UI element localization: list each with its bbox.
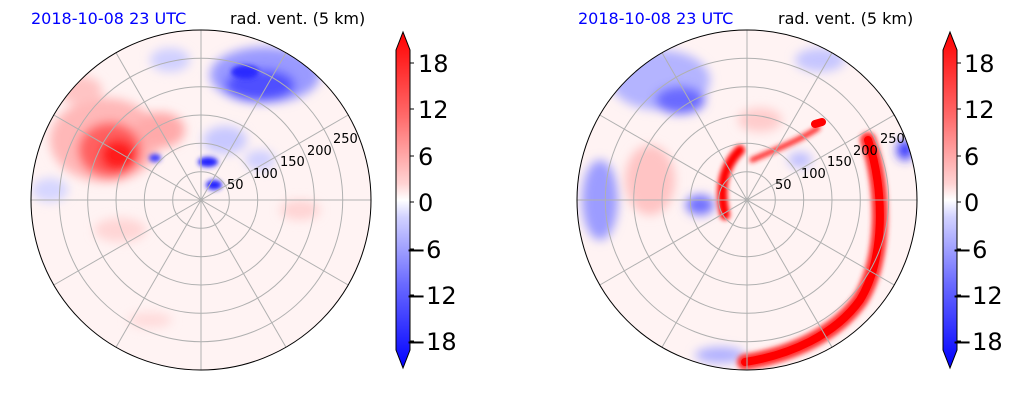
panel-right: 2018-10-08 23 UTC rad. vent. (5 km)	[576, 9, 1003, 371]
right-rlabel-100: 100	[801, 167, 826, 182]
left-cb-tick-6: 6	[418, 143, 433, 171]
right-title-variable: rad. vent. (5 km)	[778, 9, 913, 28]
right-colorbar: 18 12 6 0 −6 −12 −18	[942, 30, 1003, 370]
right-rlabel-150: 150	[827, 155, 852, 170]
right-title-time: 2018-10-08 23 UTC	[578, 9, 733, 28]
left-field-negative	[32, 47, 320, 202]
left-cb-tick-0: 0	[418, 189, 433, 217]
right-rlabel-50: 50	[775, 178, 792, 193]
left-cb-tick-neg12: −12	[406, 282, 457, 310]
left-rlabel-200: 200	[307, 144, 332, 159]
left-rlabel-250: 250	[333, 132, 358, 147]
right-field	[577, 30, 917, 370]
left-rlabel-150: 150	[280, 155, 305, 170]
right-cb-tick-12: 12	[964, 96, 995, 124]
left-field	[31, 30, 371, 370]
left-cb-tick-12: 12	[418, 96, 449, 124]
right-cb-tick-6: 6	[964, 143, 979, 171]
panel-left: 2018-10-08 23 UTC rad. vent. (5 km)	[30, 9, 457, 371]
left-title-time: 2018-10-08 23 UTC	[31, 9, 186, 28]
left-cb-tick-neg18: −18	[406, 328, 457, 356]
left-radial-labels: 50 100 150 200 250	[227, 132, 358, 193]
left-field-cells	[149, 65, 259, 190]
right-cb-tick-neg18: −18	[952, 328, 1003, 356]
left-plot-boundary	[30, 29, 372, 371]
right-cb-tick-18: 18	[964, 50, 995, 78]
left-rlabel-50: 50	[227, 178, 244, 193]
right-grid	[577, 30, 917, 370]
right-cb-tick-0: 0	[964, 189, 979, 217]
right-radial-labels: 50 100 150 200 250	[775, 132, 905, 193]
left-colorbar: 18 12 6 0 −6 −12 −18	[395, 30, 457, 370]
right-rlabel-200: 200	[853, 144, 878, 159]
left-cb-tick-neg6: −6	[406, 236, 441, 264]
right-cb-tick-neg6: −6	[952, 236, 987, 264]
right-cb-tick-neg12: −12	[952, 282, 1003, 310]
left-title-variable: rad. vent. (5 km)	[230, 9, 365, 28]
right-plot-boundary	[576, 29, 918, 371]
left-grid	[31, 30, 371, 370]
left-rlabel-100: 100	[253, 167, 278, 182]
left-cb-tick-18: 18	[418, 50, 449, 78]
right-rlabel-250: 250	[880, 132, 905, 147]
right-spiral-band	[717, 118, 888, 370]
